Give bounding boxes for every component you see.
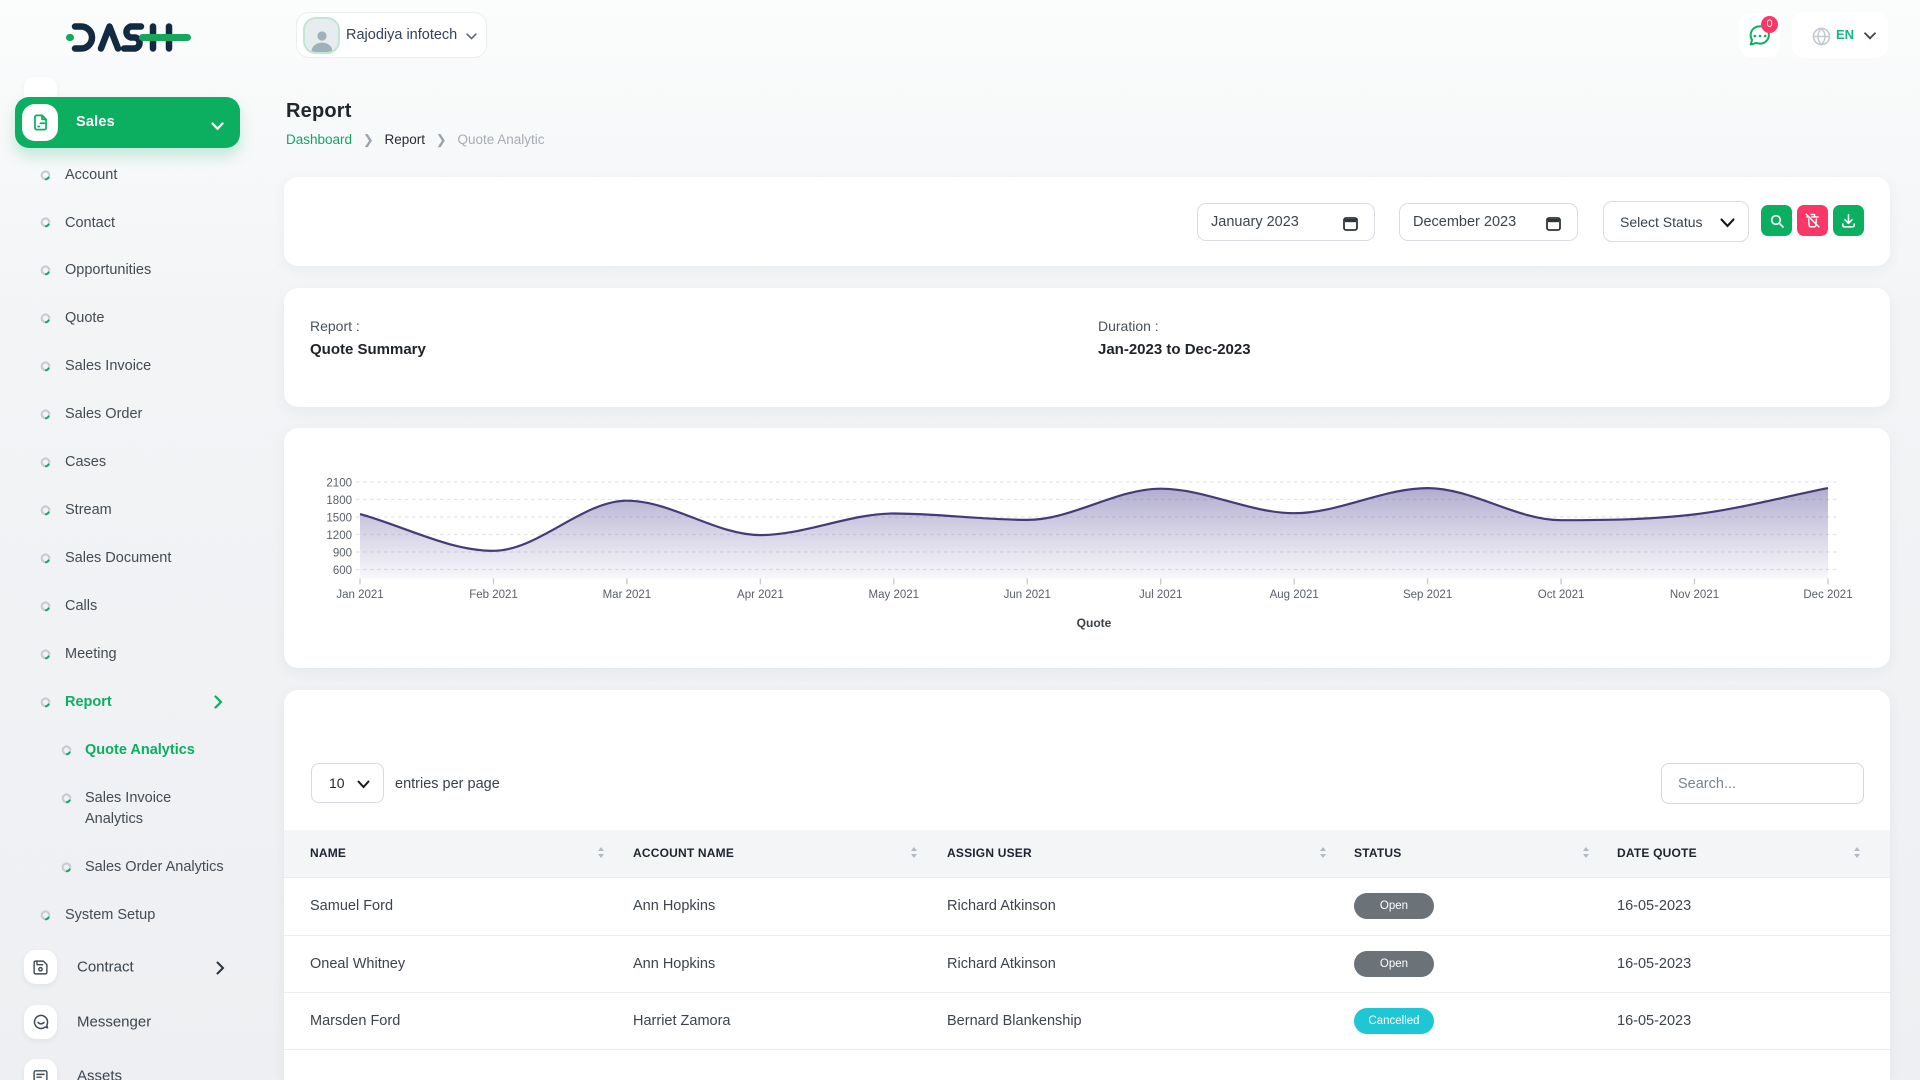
svg-text:600: 600 [333, 565, 352, 577]
svg-text:1500: 1500 [326, 513, 352, 525]
svg-text:Jun 2021: Jun 2021 [1004, 589, 1051, 601]
svg-text:1800: 1800 [326, 495, 352, 507]
svg-text:May 2021: May 2021 [869, 589, 920, 601]
svg-text:Aug 2021: Aug 2021 [1270, 589, 1319, 601]
svg-text:Mar 2021: Mar 2021 [603, 589, 652, 601]
svg-text:Nov 2021: Nov 2021 [1670, 589, 1719, 601]
svg-text:1200: 1200 [326, 530, 352, 542]
svg-text:Dec 2021: Dec 2021 [1803, 589, 1852, 601]
svg-text:Oct 2021: Oct 2021 [1538, 589, 1585, 601]
svg-text:Quote: Quote [1077, 616, 1112, 630]
svg-text:Feb 2021: Feb 2021 [469, 589, 518, 601]
svg-text:Jul 2021: Jul 2021 [1139, 589, 1182, 601]
svg-text:Apr 2021: Apr 2021 [737, 589, 784, 601]
svg-text:900: 900 [333, 548, 352, 560]
svg-text:Sep 2021: Sep 2021 [1403, 589, 1452, 601]
svg-text:Jan 2021: Jan 2021 [336, 589, 383, 601]
svg-text:2100: 2100 [326, 478, 352, 490]
